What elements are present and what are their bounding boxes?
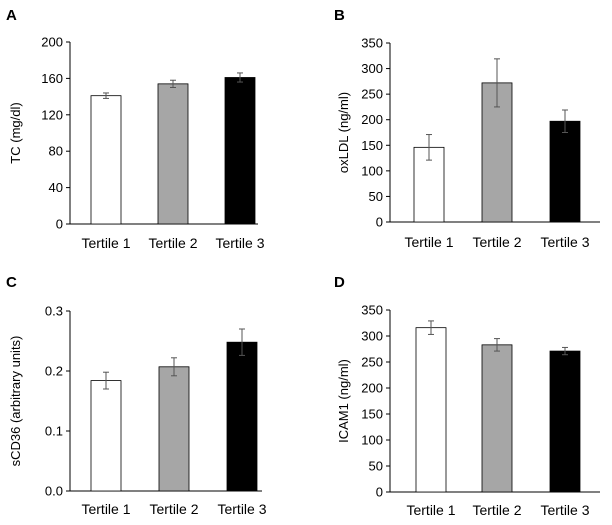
y-tick-label: 0.3 bbox=[45, 304, 63, 319]
y-tick-label: 350 bbox=[361, 36, 383, 51]
chart-panel-c: C 0.0 0.1 0.2 0.3 sCD36 (arbitrary units) Tert… bbox=[6, 274, 267, 517]
y-tick-label: 350 bbox=[361, 303, 383, 318]
category-label: Tertile 3 bbox=[540, 502, 589, 518]
category-label: Tertile 2 bbox=[472, 234, 521, 250]
panel-label: B bbox=[334, 7, 345, 24]
bar-tertile-3 bbox=[226, 341, 258, 492]
y-tick-label: 0.0 bbox=[45, 484, 63, 499]
panel-label: A bbox=[6, 7, 17, 24]
y-tick-label: 100 bbox=[361, 163, 383, 178]
y-tick-label: 50 bbox=[369, 459, 383, 474]
category-label: Tertile 1 bbox=[406, 502, 455, 518]
category-label: Tertile 3 bbox=[215, 235, 264, 251]
y-tick-label: 250 bbox=[361, 87, 383, 102]
bar-tertile-3 bbox=[549, 350, 581, 493]
y-tick-label: 200 bbox=[41, 35, 63, 50]
y-tick-label: 80 bbox=[49, 144, 63, 159]
chart-panel-d: D 0 50 100 150 200 250 300 350 ICAM1 (ng/ml) Terti… bbox=[334, 274, 600, 518]
y-axis-label: TC (mg/dl) bbox=[8, 102, 23, 163]
bar-tertile-2 bbox=[158, 366, 190, 492]
y-tick-label: 200 bbox=[361, 381, 383, 396]
y-tick-label: 100 bbox=[361, 433, 383, 448]
chart-panel-b: B 0 50 100 150 200 250 300 350 oxLDL (ng/ml) Terti… bbox=[334, 7, 600, 250]
y-tick-label: 0 bbox=[376, 215, 383, 230]
y-tick-label: 300 bbox=[361, 329, 383, 344]
y-tick-label: 120 bbox=[41, 107, 63, 122]
bar-tertile-2 bbox=[157, 83, 189, 225]
bar-tertile-2 bbox=[481, 344, 513, 493]
category-label: Tertile 3 bbox=[217, 501, 266, 517]
y-tick-label: 150 bbox=[361, 138, 383, 153]
category-label: Tertile 1 bbox=[81, 235, 130, 251]
category-label: Tertile 3 bbox=[540, 234, 589, 250]
y-tick-label: 0 bbox=[56, 217, 63, 232]
y-tick-label: 50 bbox=[369, 189, 383, 204]
panel-label: C bbox=[6, 274, 17, 291]
category-label: Tertile 1 bbox=[81, 501, 130, 517]
y-axis-label: sCD36 (arbitrary units) bbox=[8, 336, 23, 467]
bar-tertile-1 bbox=[90, 95, 122, 225]
bar-tertile-3 bbox=[549, 120, 581, 223]
chart-panel-a: A 0 40 80 120 160 200 TC (mg/dl) Tertile 1 Tertil… bbox=[6, 7, 265, 251]
panel-label: D bbox=[334, 274, 345, 291]
y-tick-label: 40 bbox=[49, 180, 63, 195]
y-tick-label: 0.1 bbox=[45, 424, 63, 439]
y-tick-label: 300 bbox=[361, 61, 383, 76]
y-tick-label: 160 bbox=[41, 71, 63, 86]
bar-tertile-1 bbox=[90, 380, 122, 492]
y-axis-label: ICAM1 (ng/ml) bbox=[336, 359, 351, 443]
category-label: Tertile 2 bbox=[148, 235, 197, 251]
category-label: Tertile 2 bbox=[149, 501, 198, 517]
category-label: Tertile 2 bbox=[472, 502, 521, 518]
y-tick-label: 200 bbox=[361, 112, 383, 127]
bar-tertile-1 bbox=[415, 327, 447, 493]
category-label: Tertile 1 bbox=[404, 234, 453, 250]
bar-tertile-3 bbox=[224, 77, 256, 225]
y-axis-label: oxLDL (ng/ml) bbox=[336, 92, 351, 173]
y-tick-label: 0.2 bbox=[45, 364, 63, 379]
y-tick-label: 0 bbox=[376, 485, 383, 500]
y-tick-label: 250 bbox=[361, 355, 383, 370]
y-tick-label: 150 bbox=[361, 407, 383, 422]
